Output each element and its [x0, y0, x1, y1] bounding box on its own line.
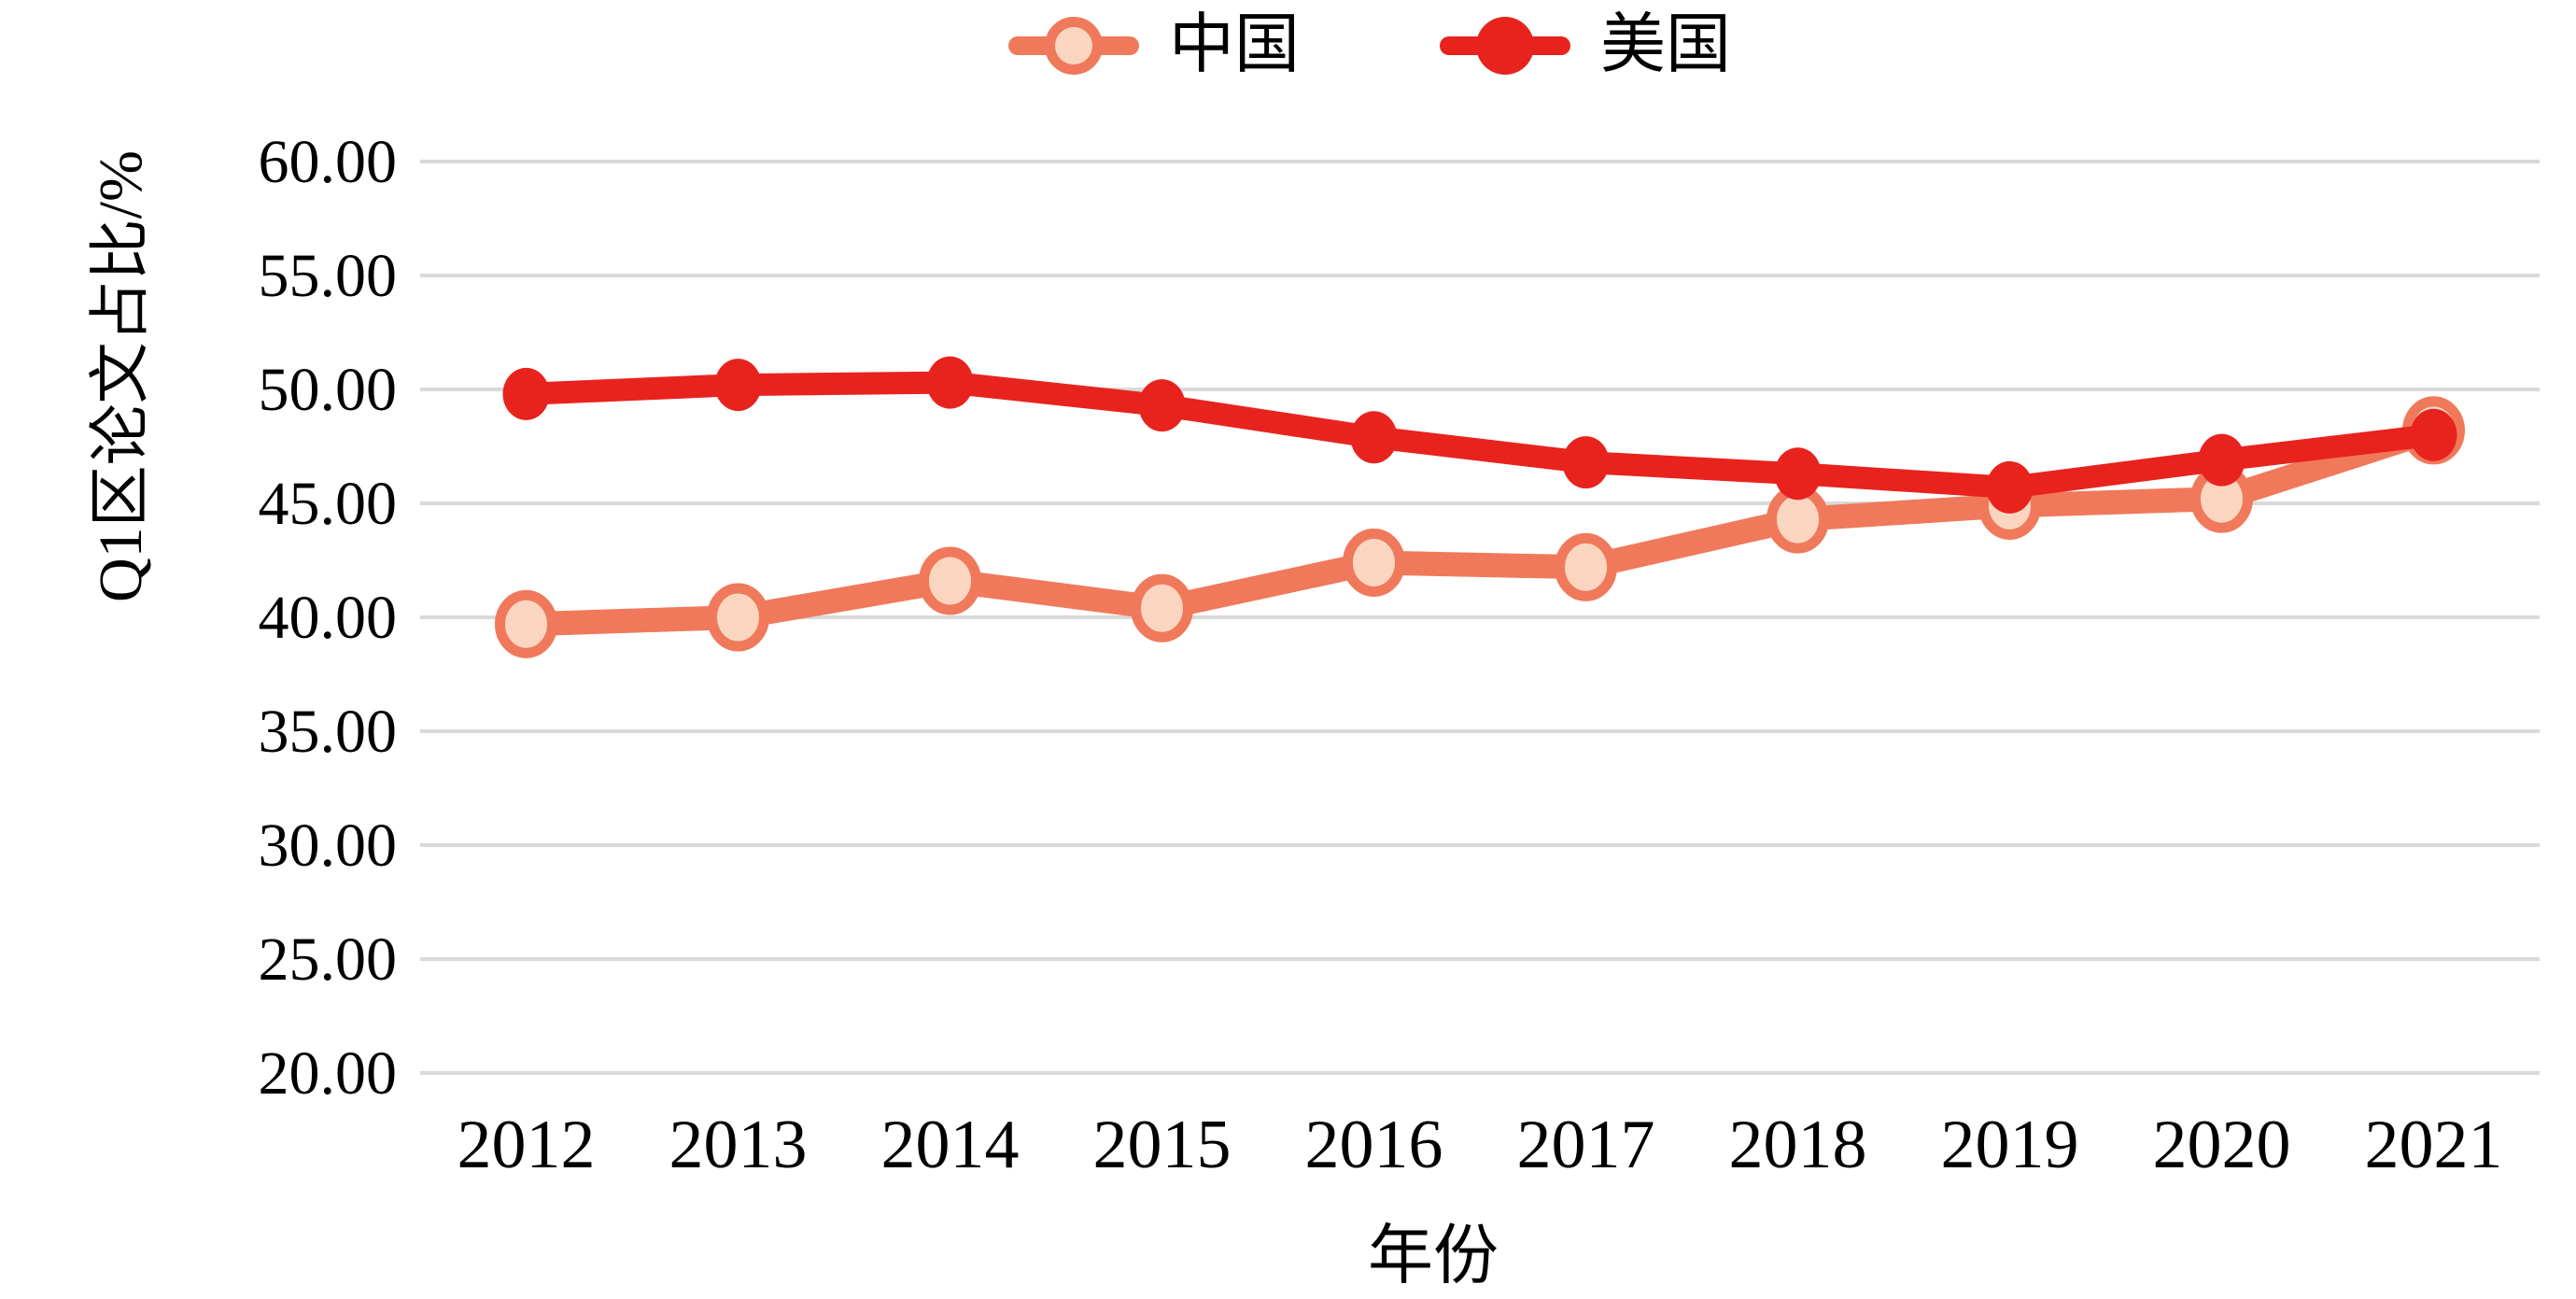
x-tick-label: 2015: [1093, 1107, 1232, 1183]
data-point-marker-usa: [714, 359, 762, 412]
data-point-marker-usa: [2410, 408, 2457, 461]
china-line-marker-icon: [1008, 13, 1139, 78]
x-tick-label: 2020: [2153, 1107, 2291, 1183]
data-point-marker-china: [1555, 532, 1617, 601]
data-point-marker-china: [1343, 528, 1405, 597]
series-line-usa: [514, 371, 2445, 499]
x-tick-label: 2021: [2365, 1107, 2503, 1183]
x-axis-title: 年份: [1368, 1221, 1499, 1292]
y-tick-label: 45.00: [259, 470, 398, 538]
x-tick-label: 2016: [1305, 1107, 1443, 1183]
data-point-marker-usa: [1138, 379, 1186, 432]
x-tick-label: 2012: [457, 1107, 596, 1183]
legend-label-china: 中国: [1169, 9, 1300, 81]
data-point-marker-china: [1131, 573, 1193, 642]
y-tick-label: 55.00: [259, 242, 398, 310]
series-line-china: [514, 417, 2446, 637]
y-tick-label: 60.00: [259, 128, 398, 196]
y-tick-label: 25.00: [259, 925, 398, 994]
x-tick-label: 2013: [669, 1107, 808, 1183]
y-tick-label: 30.00: [259, 812, 398, 880]
y-tick-label: 50.00: [259, 356, 398, 424]
x-tick-label: 2018: [1729, 1107, 1867, 1183]
data-point-marker-china: [707, 583, 769, 652]
y-tick-label: 40.00: [259, 584, 398, 652]
legend-item-china: 中国: [1008, 13, 1300, 78]
data-point-marker-usa: [502, 367, 550, 420]
x-tick-label: 2017: [1517, 1107, 1655, 1183]
data-point-marker-usa: [926, 356, 974, 409]
x-tick-label: 2014: [881, 1107, 1020, 1183]
data-point-marker-usa: [1350, 411, 1398, 464]
china-swatch-marker: [1045, 17, 1103, 75]
legend-item-usa: 美国: [1440, 13, 1731, 78]
usa-swatch-marker: [1476, 17, 1534, 75]
data-point-marker-usa: [1562, 436, 1610, 489]
data-point-marker-usa: [1986, 460, 2034, 514]
usa-line-marker-icon: [1440, 13, 1570, 78]
data-point-marker-usa: [2198, 433, 2245, 487]
y-tick-label: 20.00: [259, 1039, 398, 1108]
data-point-marker-usa: [1774, 447, 1822, 501]
y-tick-label: 35.00: [259, 698, 398, 766]
x-tick-label: 2019: [1941, 1107, 2079, 1183]
data-point-marker-china: [919, 546, 981, 615]
legend-label-usa: 美国: [1600, 9, 1731, 81]
data-point-marker-china: [495, 589, 557, 658]
legend: 中国 美国: [1008, 13, 1731, 78]
